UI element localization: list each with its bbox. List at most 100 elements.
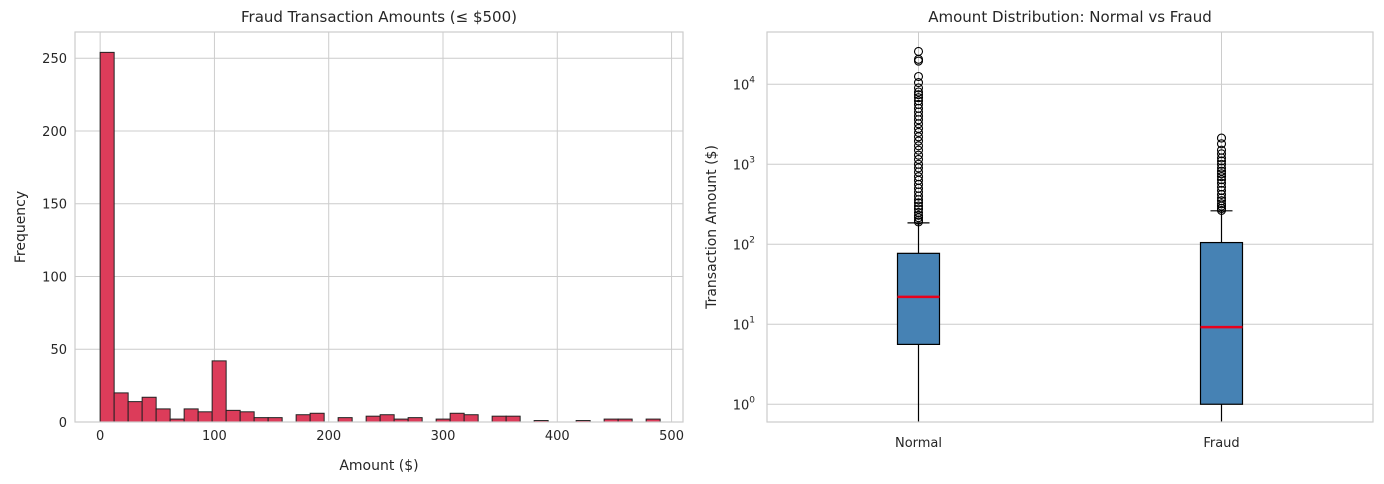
histogram-y-tick-label: 250 [42, 52, 67, 67]
histogram-bar [463, 414, 479, 423]
histogram-y-tick-label: 0 [59, 416, 67, 431]
boxplot-outlier [913, 141, 924, 151]
boxplot-outlier [913, 207, 924, 217]
boxplot-outlier [913, 83, 924, 93]
boxplot-outlier [913, 90, 924, 100]
histogram-y-tick-label: 100 [42, 270, 67, 285]
histogram-y-ticks: 0 50 100 150 200 250 [42, 52, 67, 431]
boxplot-outlier [1216, 163, 1227, 173]
boxplot-outlier [1216, 145, 1227, 155]
boxplot-outlier [1216, 156, 1227, 166]
histogram-bar [113, 392, 129, 423]
boxplot-outlier [913, 78, 924, 88]
boxplot-outlier [1216, 196, 1227, 206]
boxplot-outlier [1216, 159, 1227, 169]
boxplot-outlier [913, 213, 924, 223]
boxplot-outlier [1216, 178, 1227, 188]
boxplot-outlier [913, 99, 924, 109]
boxplot-title: Amount Distribution: Normal vs Fraud [928, 8, 1211, 26]
histogram-bar [253, 417, 269, 423]
histogram-y-tick-label: 150 [42, 198, 67, 213]
histogram-bar [127, 401, 143, 423]
histogram-bar [309, 412, 325, 423]
histogram-bar [365, 415, 381, 423]
boxplot-outlier [1216, 139, 1227, 149]
boxplot-outlier [913, 150, 924, 160]
histogram-title: Fraud Transaction Amounts (≤ $500) [241, 8, 517, 26]
boxplot-outlier [1216, 185, 1227, 196]
boxplot-y-tick-label: 103 [733, 155, 755, 173]
boxplot-outlier [1216, 166, 1227, 176]
histogram-x-tick-label: 400 [545, 429, 570, 444]
histogram-x-tick-label: 500 [659, 429, 684, 444]
histogram-bar [197, 411, 213, 423]
boxplot-outlier [1216, 193, 1227, 203]
histogram-bar [449, 412, 465, 423]
boxplot-outlier [1216, 133, 1227, 143]
boxplot-y-tick-label: 102 [733, 235, 755, 253]
boxplot-outlier [913, 159, 924, 169]
histogram-bar [239, 411, 255, 423]
histogram-bar [407, 417, 423, 423]
boxplot-outlier [913, 210, 924, 220]
histogram-bar [295, 414, 311, 423]
boxplot-outlier [1216, 172, 1227, 182]
boxplot-outlier [1216, 169, 1227, 179]
boxplot-outlier [913, 198, 924, 208]
histogram-y-tick-label: 200 [42, 125, 67, 140]
boxplot-marks [896, 46, 1244, 422]
histogram-bar [225, 409, 241, 423]
boxplot-y-tick-label: 104 [733, 75, 756, 93]
boxplot-x-tick-label: Fraud [1203, 436, 1239, 451]
histogram-x-tick-label: 100 [202, 429, 227, 444]
histogram-x-label: Amount ($) [339, 458, 418, 474]
boxplot-outlier [913, 71, 924, 82]
histogram-y-label: Frequency [13, 191, 29, 263]
histogram-bar [99, 51, 115, 423]
histogram-bar [505, 415, 521, 423]
boxplot-panel: Amount Distribution: Normal vs Fraud Nor… [704, 8, 1374, 451]
boxplot-y-label: Transaction Amount ($) [704, 145, 720, 310]
histogram-bars [99, 51, 661, 423]
boxplot-box [1199, 241, 1244, 405]
histogram-panel: Fraud Transaction Amounts (≤ $500) 0 100 2… [13, 8, 684, 474]
boxplot-outlier [913, 96, 924, 106]
boxplot-outlier [1216, 182, 1227, 192]
histogram-x-tick-label: 0 [96, 429, 104, 444]
boxplot-outlier [913, 154, 924, 164]
boxplot-outlier [913, 204, 924, 214]
histogram-bar [183, 408, 199, 423]
histogram-bar [155, 408, 171, 423]
histogram-grid [75, 32, 683, 423]
boxplot-outlier [1216, 189, 1227, 199]
boxplot-y-tick-label: 101 [733, 315, 755, 333]
boxplot-outlier [913, 127, 924, 137]
boxplot-frame [766, 31, 1374, 423]
boxplot-outlier [913, 145, 924, 155]
histogram-frame [74, 31, 684, 423]
boxplot-y-tick-label: 100 [733, 395, 756, 413]
boxplot-outlier [1216, 149, 1227, 159]
boxplot-box [896, 252, 941, 345]
histogram-x-tick-label: 300 [431, 429, 456, 444]
boxplot-outlier [1216, 199, 1227, 209]
boxplot-x-tick-label: Normal [895, 436, 942, 451]
histogram-bar [491, 415, 507, 423]
histogram-bar [211, 360, 227, 423]
boxplot-outlier [913, 172, 924, 182]
histogram-x-tick-label: 200 [316, 429, 341, 444]
boxplot-outlier [913, 201, 924, 211]
boxplot-grid [767, 32, 1373, 422]
histogram-bar [379, 414, 395, 423]
histogram-y-tick-label: 50 [50, 343, 67, 358]
boxplot-outlier [913, 93, 924, 103]
histogram-bar [141, 396, 157, 423]
boxplot-outlier [913, 46, 924, 57]
boxplot-outlier [913, 123, 924, 134]
boxplot-outlier [1216, 175, 1227, 185]
boxplot-outlier [913, 136, 924, 146]
histogram-bar [267, 417, 283, 423]
boxplot-outlier [913, 87, 924, 97]
boxplot-y-ticks: 100 101 102 103 104 [733, 75, 756, 413]
